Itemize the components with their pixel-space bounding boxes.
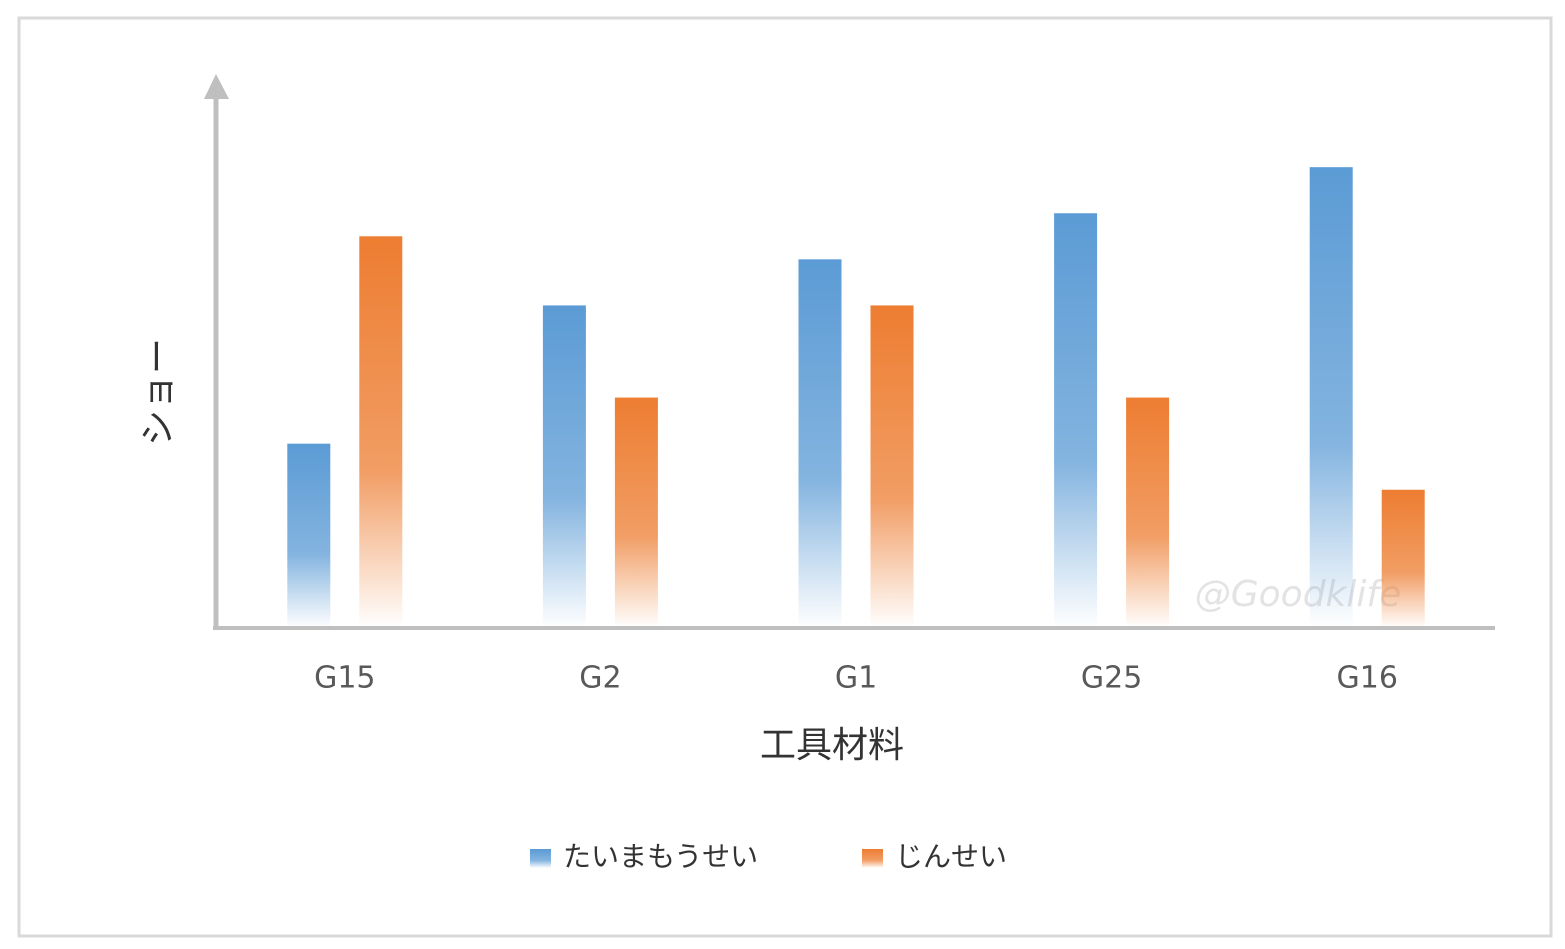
- bar: [798, 259, 842, 628]
- bar: [1126, 397, 1170, 628]
- x-tick-label: G2: [579, 661, 621, 696]
- bar: [870, 305, 914, 628]
- legend-label: じんせい: [895, 840, 1007, 873]
- bar: [614, 397, 658, 628]
- x-tick-label: G16: [1336, 661, 1397, 696]
- x-tick-label: G15: [314, 661, 375, 696]
- x-tick-label: G1: [835, 661, 877, 696]
- bar: [287, 443, 331, 628]
- bar: [1309, 167, 1353, 628]
- legend-label: たいまもうせい: [563, 840, 758, 873]
- bar: [1054, 213, 1098, 628]
- bar: [1381, 489, 1425, 628]
- x-tick-label: G25: [1081, 661, 1142, 696]
- legend-swatch: [862, 849, 883, 868]
- y-axis-arrow: [204, 74, 229, 99]
- y-axis-title: ショー: [138, 338, 179, 446]
- bar: [359, 236, 403, 628]
- watermark: @Goodklife: [1195, 574, 1401, 615]
- x-axis-title: 工具材料: [760, 725, 904, 766]
- legend-swatch: [530, 849, 551, 868]
- chart-frame: [17, 16, 1553, 938]
- bar: [542, 305, 586, 628]
